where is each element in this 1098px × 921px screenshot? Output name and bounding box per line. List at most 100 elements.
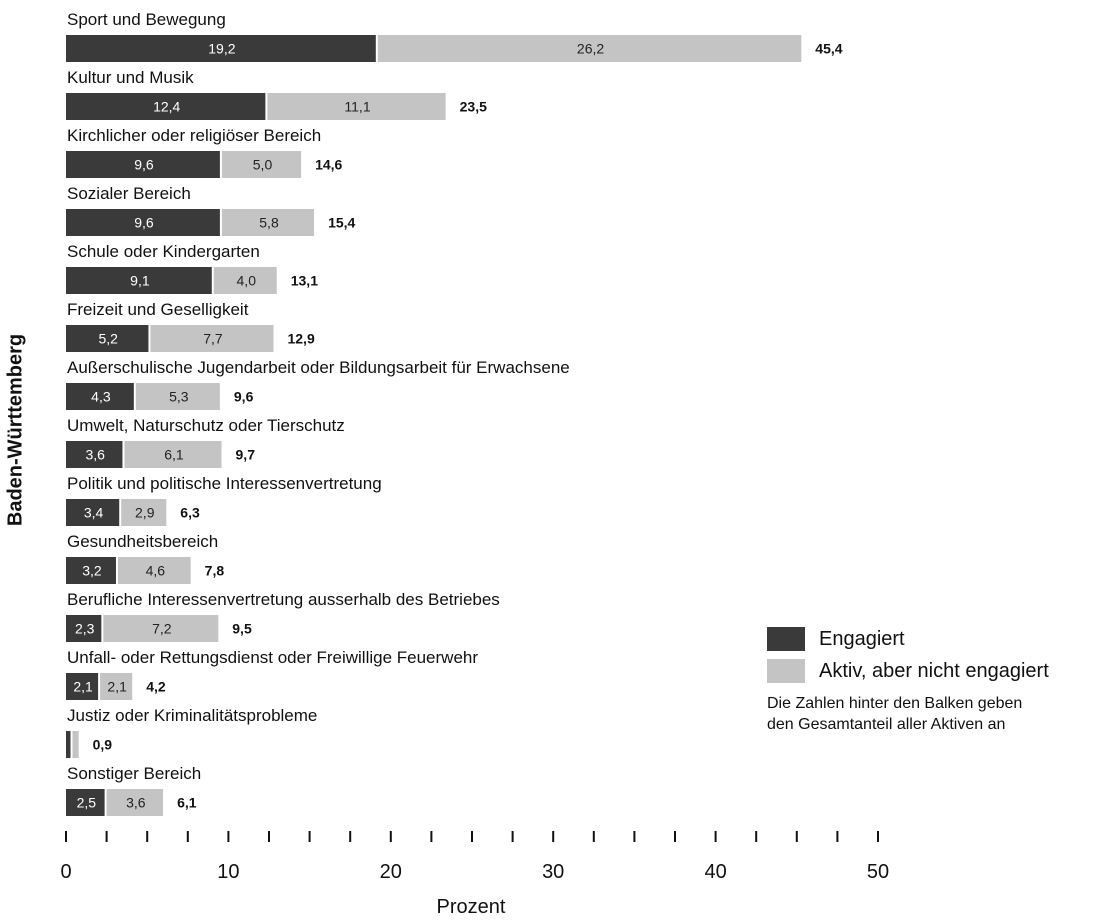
bar-value-label-aktiv: 2,1 xyxy=(107,679,127,695)
bar-aktiv xyxy=(221,151,302,178)
legend-note-line: Die Zahlen hinter den Balken geben xyxy=(767,695,1023,712)
category-label: Justiz oder Kriminalitätsprobleme xyxy=(67,706,317,725)
legend: Engagiert Aktiv, aber nicht engagiert Di… xyxy=(767,623,1097,735)
bar-value-label-aktiv: 7,2 xyxy=(152,621,172,637)
bar-value-label-aktiv: 5,8 xyxy=(259,215,279,231)
legend-item-engagiert: Engagiert xyxy=(767,623,1097,655)
bar-value-label-engagiert: 5,2 xyxy=(98,331,118,347)
bar-value-label-engagiert: 4,3 xyxy=(91,389,111,405)
bar-aktiv xyxy=(267,93,446,120)
bar-engagiert xyxy=(66,441,123,468)
bar-engagiert xyxy=(66,615,102,642)
x-tick-label: 30 xyxy=(542,861,564,883)
bar-value-label-aktiv: 3,6 xyxy=(126,795,146,811)
bar-aktiv xyxy=(72,731,79,758)
bar-engagiert xyxy=(66,383,134,410)
category-label: Gesundheitsbereich xyxy=(67,532,218,551)
bar-aktiv xyxy=(213,267,277,294)
category-label: Sozialer Bereich xyxy=(67,184,191,203)
y-axis-label: Baden-Württemberg xyxy=(4,333,27,527)
total-label: 9,6 xyxy=(234,389,254,405)
bar-value-label-engagiert: 3,4 xyxy=(84,505,104,521)
total-label: 6,1 xyxy=(177,795,197,811)
x-tick-label: 0 xyxy=(60,861,71,883)
total-label: 7,8 xyxy=(205,563,225,579)
total-label: 12,9 xyxy=(287,331,314,347)
bar-engagiert xyxy=(66,35,376,62)
bar-aktiv xyxy=(121,499,167,526)
bar-value-label-aktiv: 4,6 xyxy=(146,563,166,579)
legend-swatch-engagiert xyxy=(767,627,805,651)
legend-item-aktiv: Aktiv, aber nicht engagiert xyxy=(767,655,1097,687)
total-label: 4,2 xyxy=(146,679,166,695)
category-label: Umwelt, Naturschutz oder Tierschutz xyxy=(67,416,345,435)
legend-swatch-aktiv xyxy=(767,659,805,683)
total-label: 45,4 xyxy=(815,41,842,57)
bar-aktiv xyxy=(117,557,191,584)
bar-engagiert xyxy=(66,557,116,584)
bar-value-label-aktiv: 5,0 xyxy=(253,157,273,173)
category-label: Außerschulische Jugendarbeit oder Bildun… xyxy=(67,358,570,377)
bar-value-label-engagiert: 2,1 xyxy=(73,679,93,695)
bar-aktiv xyxy=(221,209,315,236)
x-tick-label: 50 xyxy=(867,861,889,883)
bar-engagiert xyxy=(66,267,212,294)
category-label: Unfall- oder Rettungsdienst oder Freiwil… xyxy=(67,648,478,667)
bar-value-label-aktiv: 5,3 xyxy=(169,389,189,405)
bar-engagiert xyxy=(66,499,120,526)
bars-group: Sport und Bewegung 19,2 26,2 45,4 Kultur und… xyxy=(66,10,843,816)
bar-value-label-aktiv: 6,1 xyxy=(164,447,184,463)
total-label: 6,3 xyxy=(180,505,200,521)
category-label: Berufliche Interessenvertretung ausserha… xyxy=(67,590,500,609)
bar-engagiert xyxy=(66,325,149,352)
bar-value-label-engagiert: 9,6 xyxy=(134,157,154,173)
bar-value-label-aktiv: 4,0 xyxy=(237,273,257,289)
bar-engagiert xyxy=(66,789,105,816)
category-label: Schule oder Kindergarten xyxy=(67,242,260,261)
category-label: Politik und politische Interessenvertret… xyxy=(67,474,382,493)
legend-note: Die Zahlen hinter den Balken geben den G… xyxy=(767,693,1097,735)
total-label: 15,4 xyxy=(328,215,355,231)
x-tick-label: 40 xyxy=(704,861,726,883)
total-label: 0,9 xyxy=(93,737,113,753)
category-label: Freizeit und Geselligkeit xyxy=(67,300,249,319)
bar-aktiv xyxy=(135,383,220,410)
bar-aktiv xyxy=(124,441,222,468)
bar-value-label-engagiert: 2,5 xyxy=(77,795,97,811)
legend-note-line: den Gesamtanteil aller Aktiven an xyxy=(767,716,1006,733)
bar-value-label-aktiv: 11,1 xyxy=(344,99,370,115)
bar-value-label-engagiert: 12,4 xyxy=(153,99,180,115)
bar-value-label-aktiv: 2,9 xyxy=(135,505,155,521)
bar-value-label-engagiert: 3,2 xyxy=(82,563,102,579)
bar-value-label-engagiert: 3,6 xyxy=(85,447,105,463)
bar-aktiv xyxy=(377,35,802,62)
category-label: Kultur und Musik xyxy=(67,68,194,87)
x-tick-label: 20 xyxy=(380,861,402,883)
bar-value-label-engagiert: 9,1 xyxy=(130,273,150,289)
bar-aktiv xyxy=(100,673,133,700)
bar-value-label-engagiert: 2,3 xyxy=(75,621,95,637)
category-label: Sport und Bewegung xyxy=(67,10,226,29)
total-label: 9,7 xyxy=(236,447,256,463)
bar-engagiert xyxy=(66,93,266,120)
bar-value-label-engagiert: 9,6 xyxy=(134,215,154,231)
bar-engagiert xyxy=(66,209,220,236)
bar-engagiert xyxy=(66,673,99,700)
category-label: Kirchlicher oder religiöser Bereich xyxy=(67,126,321,145)
total-label: 9,5 xyxy=(232,621,252,637)
category-label: Sonstiger Bereich xyxy=(67,764,201,783)
bar-aktiv xyxy=(150,325,274,352)
total-label: 14,6 xyxy=(315,157,342,173)
total-label: 13,1 xyxy=(291,273,318,289)
x-axis: 0 10 20 30 40 50 xyxy=(60,831,889,883)
bar-value-label-engagiert: 19,2 xyxy=(208,41,235,57)
bar-value-label-aktiv: 26,2 xyxy=(577,41,604,57)
bar-engagiert xyxy=(66,731,71,758)
legend-label-aktiv: Aktiv, aber nicht engagiert xyxy=(819,659,1049,682)
x-axis-label: Prozent xyxy=(437,896,506,918)
bar-aktiv xyxy=(103,615,219,642)
bar-engagiert xyxy=(66,151,220,178)
bar-value-label-aktiv: 7,7 xyxy=(203,331,223,347)
total-label: 23,5 xyxy=(460,99,487,115)
